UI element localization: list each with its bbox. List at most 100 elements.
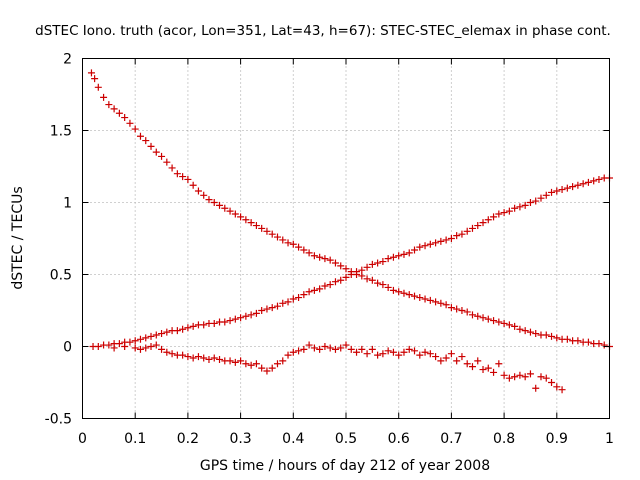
data-point (115, 340, 123, 348)
x-tick-label: 0.4 (282, 431, 304, 447)
data-point (226, 357, 234, 365)
data-point (121, 343, 129, 350)
data-point (353, 268, 361, 276)
data-point (131, 125, 139, 133)
data-point (368, 345, 376, 353)
data-point (389, 253, 397, 261)
data-point (548, 188, 556, 196)
data-point (331, 278, 339, 286)
data-point (173, 170, 181, 178)
data-point (516, 371, 524, 379)
data-point (194, 187, 202, 195)
data-point (363, 350, 371, 358)
data-point (158, 152, 166, 160)
data-point (490, 317, 498, 325)
data-point (189, 181, 197, 189)
data-point (553, 187, 561, 195)
data-point (442, 236, 450, 244)
data-point (411, 347, 419, 355)
data-point (479, 314, 487, 322)
data-point (247, 311, 255, 319)
data-point (416, 243, 424, 251)
data-point (258, 364, 266, 372)
data-point (495, 210, 503, 218)
data-point (210, 354, 218, 362)
data-point (263, 227, 271, 235)
data-point (147, 332, 155, 340)
data-point (152, 331, 160, 339)
data-point (553, 383, 561, 391)
data-point (479, 219, 487, 227)
data-point (384, 283, 392, 291)
data-point (595, 175, 603, 183)
data-point (105, 341, 113, 349)
data-point (136, 345, 144, 353)
data-point (142, 137, 150, 145)
data-point (310, 252, 318, 260)
data-point (231, 315, 239, 323)
data-point (284, 298, 292, 306)
data-point (590, 177, 598, 185)
data-point (342, 341, 350, 349)
data-point (126, 338, 134, 346)
data-point (121, 114, 129, 122)
data-point (258, 307, 266, 314)
x-axis-label: GPS time / hours of day 212 of year 2008 (200, 458, 490, 474)
data-point (495, 360, 503, 368)
data-point (553, 334, 561, 342)
data-point (179, 351, 187, 359)
data-point (511, 322, 519, 330)
data-point (490, 213, 498, 221)
data-point (268, 230, 276, 238)
data-point (468, 363, 476, 371)
data-point (279, 299, 287, 307)
data-point (526, 328, 534, 336)
data-point (542, 191, 550, 199)
data-point (437, 299, 445, 307)
x-tick-labels: 0 0.1 0.2 0.3 0.4 0.5 0.6 0.7 0.8 0.9 1 (78, 431, 614, 447)
data-point (505, 207, 513, 215)
data-point (405, 249, 413, 257)
series-1 (87, 69, 613, 350)
data-point (432, 353, 440, 361)
data-point (179, 325, 187, 333)
data-point (252, 360, 260, 368)
data-point (563, 184, 571, 192)
data-point (521, 327, 529, 335)
data-point (147, 343, 155, 350)
data-point (421, 295, 429, 303)
data-point (347, 271, 355, 278)
data-point (237, 357, 245, 365)
data-point (537, 194, 545, 202)
data-point (221, 318, 229, 326)
data-point (163, 348, 171, 356)
x-tick-label: 0.1 (124, 431, 146, 447)
data-point (505, 321, 513, 329)
data-point (511, 204, 519, 212)
data-point (542, 374, 550, 382)
data-point (184, 175, 192, 183)
y-axis-label: dSTEC / TECUs (10, 186, 26, 289)
data-point (584, 338, 592, 346)
data-point (474, 357, 482, 365)
data-point (242, 360, 250, 368)
data-point (421, 348, 429, 356)
data-point (284, 351, 292, 359)
data-point (432, 298, 440, 306)
data-point (100, 93, 108, 101)
data-point (400, 250, 408, 258)
data-point (569, 183, 577, 191)
data-point (563, 335, 571, 343)
data-point (331, 259, 339, 267)
chart-title: dSTEC Iono. truth (acor, Lon=351, Lat=43… (35, 23, 611, 39)
y-tick-labels: -0.5 0 0.5 1 1.5 2 (45, 52, 72, 428)
x-tick-label: 0.6 (388, 431, 410, 447)
data-point (411, 246, 419, 254)
data-point (432, 239, 440, 247)
data-point (284, 239, 292, 247)
data-point (405, 291, 413, 299)
x-tick-label: 0.9 (546, 431, 568, 447)
data-point (374, 279, 382, 287)
data-point (484, 315, 492, 323)
